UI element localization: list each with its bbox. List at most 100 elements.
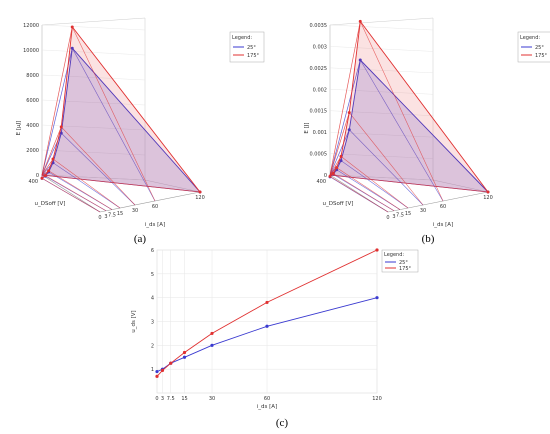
surface-rib [48, 170, 113, 210]
y-tick-label: 6 [151, 248, 154, 254]
surface-25° [42, 48, 200, 193]
caption-b: (b) [422, 233, 435, 245]
legend-entry: 25° [247, 45, 256, 51]
data-point [265, 300, 269, 305]
surface-175° [42, 26, 200, 193]
data-point [47, 169, 51, 173]
x-tick-label: 15 [117, 211, 123, 217]
data-point [328, 174, 332, 178]
legend-entry: 175° [247, 53, 260, 59]
data-point [182, 350, 187, 355]
surface-edge [41, 26, 73, 176]
y-gridline [329, 24, 434, 31]
y-gridline [329, 153, 434, 159]
x-tick-label: 3 [104, 214, 107, 220]
legend-entry: 175° [399, 266, 412, 272]
surface-rib [349, 112, 424, 206]
data-point [339, 159, 343, 163]
y-axis-label: E [µJ] [16, 121, 22, 136]
surface-rib [333, 173, 395, 212]
data-point [198, 190, 202, 194]
z-axis-label: u_DSoff [V] [35, 201, 66, 207]
data-point [40, 176, 44, 180]
data-point [358, 19, 362, 23]
x-tick-label: 15 [181, 396, 187, 402]
data-point [51, 157, 55, 161]
data-point [339, 154, 343, 158]
legend-title: Legend: [232, 35, 252, 41]
legend-title: Legend: [384, 252, 404, 258]
data-point [375, 248, 379, 252]
surface-rib [336, 167, 401, 210]
y-gridline [41, 99, 146, 106]
y-tick-label: 2000 [26, 148, 39, 154]
data-point [169, 361, 173, 365]
surface-175° [330, 21, 488, 193]
surface-rib [359, 21, 444, 202]
surface-rib [359, 59, 444, 202]
y-gridline [41, 49, 146, 56]
y-tick-label: 3 [151, 320, 154, 326]
x-axis-label: i_ds [A] [145, 222, 165, 228]
axis-x [387, 191, 489, 213]
x-tick-label: 60 [264, 396, 270, 402]
y-tick-label: 4000 [26, 123, 39, 129]
y-tick-label: 8000 [26, 73, 39, 79]
axis-depth [41, 174, 101, 213]
data-point [347, 128, 351, 132]
surface-rib [52, 162, 121, 209]
legend-entry: 25° [535, 45, 544, 51]
data-point [182, 355, 187, 359]
y-tick-label: 0.002 [313, 87, 327, 93]
y-gridline [41, 124, 146, 131]
surface-edge [41, 158, 54, 176]
data-point [43, 174, 47, 178]
data-point [59, 125, 63, 129]
data-point [155, 369, 159, 374]
x-tick-label: 0 [98, 215, 101, 221]
x-tick-label: 30 [209, 396, 215, 402]
y-gridline [41, 24, 146, 31]
surface-edge [329, 129, 350, 176]
y-gridline [41, 149, 146, 156]
data-point [335, 166, 339, 170]
y-tick-label: 6000 [26, 98, 39, 104]
y-tick-label: 2 [151, 343, 154, 349]
y-gridline [329, 89, 434, 95]
x-tick-label: 7.5 [396, 213, 404, 219]
y-tick-label: 0.003 [313, 44, 327, 50]
y-gridline [329, 174, 434, 181]
surface-rib [61, 126, 136, 206]
surface-edge [329, 21, 361, 176]
y-tick-label: 0 [324, 173, 327, 179]
caption-a: (a) [134, 233, 147, 245]
surface-edge [329, 59, 361, 176]
surface-edge [329, 156, 342, 176]
x-tick-label: 120 [483, 195, 493, 201]
x-tick-label: 0 [155, 396, 158, 402]
surface-edge [329, 112, 350, 176]
y-tick-label: 1 [151, 367, 154, 373]
box-bottom-right-edge [144, 179, 201, 193]
y-gridline [329, 46, 434, 52]
surface-edge [329, 174, 489, 193]
surface-rib [340, 156, 409, 209]
x-tick-label: 120 [372, 396, 382, 402]
y-tick-label: 4 [151, 296, 154, 302]
surface-rib [71, 48, 156, 202]
x-tick-label: 60 [152, 204, 158, 210]
y-gridline [329, 131, 434, 138]
y-tick-label: 0.001 [313, 130, 327, 136]
data-point [59, 131, 63, 135]
axis-x [99, 191, 201, 213]
x-tick-label: 15 [405, 211, 411, 217]
data-point [70, 46, 74, 50]
data-point [210, 331, 214, 336]
x-tick-label: 30 [420, 208, 426, 214]
legend-title: Legend: [520, 35, 540, 41]
y-tick-label: 5 [151, 272, 154, 278]
x-axis-label: i_ds [A] [257, 404, 277, 410]
